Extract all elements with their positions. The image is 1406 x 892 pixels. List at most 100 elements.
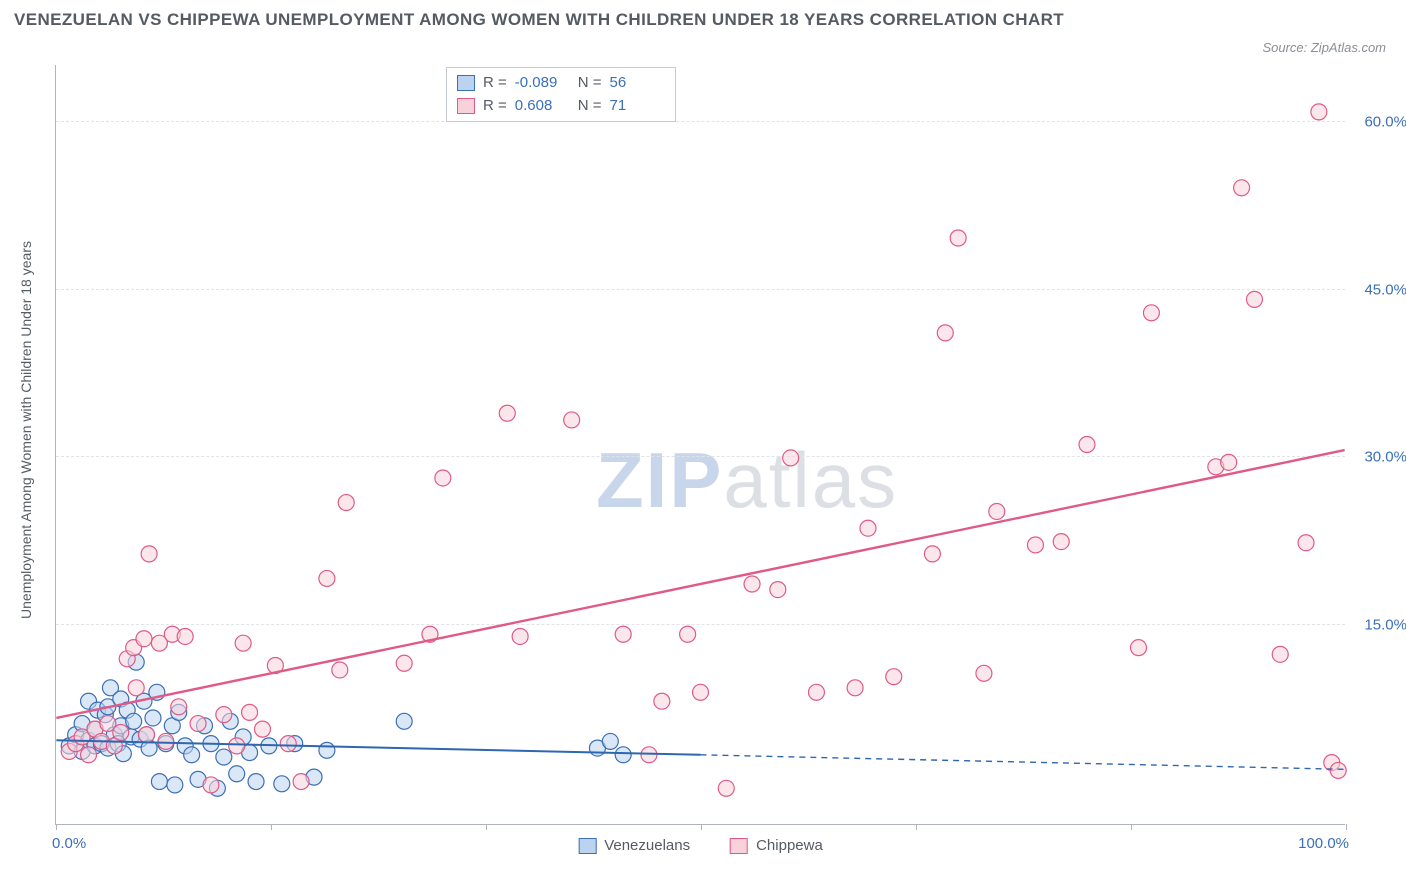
- swatch-pink-icon: [730, 838, 748, 854]
- stats-row-blue: R = -0.089 N = 56: [457, 72, 665, 95]
- data-point: [216, 707, 232, 723]
- data-point: [680, 626, 696, 642]
- x-tick: [1346, 824, 1347, 830]
- legend-item-venezuelans: Venezuelans: [578, 837, 690, 854]
- r-label: R =: [483, 72, 507, 95]
- x-tick: [56, 824, 57, 830]
- y-tick-label: 15.0%: [1352, 616, 1406, 633]
- data-point: [1330, 762, 1346, 778]
- data-point: [216, 749, 232, 765]
- x-tick: [1131, 824, 1132, 830]
- data-point: [139, 727, 155, 743]
- x-tick: [271, 824, 272, 830]
- source-attribution: Source: ZipAtlas.com: [1262, 40, 1386, 55]
- data-point: [190, 716, 206, 732]
- data-point: [229, 738, 245, 754]
- data-point: [167, 777, 183, 793]
- x-tick: [486, 824, 487, 830]
- data-point: [136, 631, 152, 647]
- swatch-blue-icon: [578, 838, 596, 854]
- data-point: [1298, 535, 1314, 551]
- data-point: [654, 693, 670, 709]
- data-point: [937, 325, 953, 341]
- data-point: [81, 747, 97, 763]
- scatter-svg: [56, 65, 1345, 824]
- data-point: [332, 662, 348, 678]
- swatch-blue-icon: [457, 75, 475, 91]
- data-point: [158, 733, 174, 749]
- data-point: [976, 665, 992, 681]
- n-value: 56: [610, 72, 665, 95]
- swatch-pink-icon: [457, 98, 475, 114]
- data-point: [254, 721, 270, 737]
- data-point: [860, 520, 876, 536]
- y-tick-label: 60.0%: [1352, 113, 1406, 130]
- data-point: [280, 736, 296, 752]
- data-point: [847, 680, 863, 696]
- data-point: [319, 742, 335, 758]
- data-point: [242, 704, 258, 720]
- data-point: [1131, 640, 1147, 656]
- data-point: [141, 546, 157, 562]
- data-point: [1246, 291, 1262, 307]
- data-point: [1143, 305, 1159, 321]
- trend-line-dashed: [701, 755, 1345, 770]
- n-value: 71: [610, 95, 665, 118]
- data-point: [615, 747, 631, 763]
- x-tick: [701, 824, 702, 830]
- data-point: [770, 582, 786, 598]
- stats-row-pink: R = 0.608 N = 71: [457, 95, 665, 118]
- data-point: [718, 780, 734, 796]
- r-value: 0.608: [515, 95, 570, 118]
- data-point: [615, 626, 631, 642]
- data-point: [1079, 437, 1095, 453]
- trend-line: [56, 450, 1344, 718]
- legend-label: Chippewa: [756, 837, 823, 854]
- data-point: [229, 766, 245, 782]
- chart-title: VENEZUELAN VS CHIPPEWA UNEMPLOYMENT AMON…: [14, 10, 1064, 30]
- n-label: N =: [578, 72, 602, 95]
- r-value: -0.089: [515, 72, 570, 95]
- data-point: [293, 774, 309, 790]
- data-point: [435, 470, 451, 486]
- legend-label: Venezuelans: [604, 837, 690, 854]
- data-point: [641, 747, 657, 763]
- n-label: N =: [578, 95, 602, 118]
- data-point: [338, 495, 354, 511]
- data-point: [396, 655, 412, 671]
- data-point: [171, 699, 187, 715]
- data-point: [184, 747, 200, 763]
- legend-bottom: Venezuelans Chippewa: [578, 837, 823, 854]
- data-point: [1272, 646, 1288, 662]
- data-point: [319, 570, 335, 586]
- y-tick-label: 45.0%: [1352, 281, 1406, 298]
- data-point: [274, 776, 290, 792]
- data-point: [1027, 537, 1043, 553]
- data-point: [113, 724, 129, 740]
- data-point: [248, 774, 264, 790]
- data-point: [886, 669, 902, 685]
- data-point: [235, 635, 251, 651]
- data-point: [512, 628, 528, 644]
- data-point: [499, 405, 515, 421]
- data-point: [128, 680, 144, 696]
- data-point: [1234, 180, 1250, 196]
- data-point: [203, 777, 219, 793]
- r-label: R =: [483, 95, 507, 118]
- data-point: [1053, 534, 1069, 550]
- data-point: [145, 710, 161, 726]
- data-point: [1221, 454, 1237, 470]
- data-point: [126, 713, 142, 729]
- legend-item-chippewa: Chippewa: [730, 837, 823, 854]
- x-tick-label-left: 0.0%: [52, 835, 86, 852]
- data-point: [396, 713, 412, 729]
- data-point: [989, 503, 1005, 519]
- x-tick-label-right: 100.0%: [1298, 835, 1349, 852]
- data-point: [783, 450, 799, 466]
- data-point: [693, 684, 709, 700]
- chart-container: VENEZUELAN VS CHIPPEWA UNEMPLOYMENT AMON…: [0, 0, 1406, 892]
- plot-area: ZIPatlas 15.0%30.0%45.0%60.0% R = -0.089…: [55, 65, 1345, 825]
- data-point: [177, 628, 193, 644]
- data-point: [1311, 104, 1327, 120]
- stats-box: R = -0.089 N = 56 R = 0.608 N = 71: [446, 67, 676, 122]
